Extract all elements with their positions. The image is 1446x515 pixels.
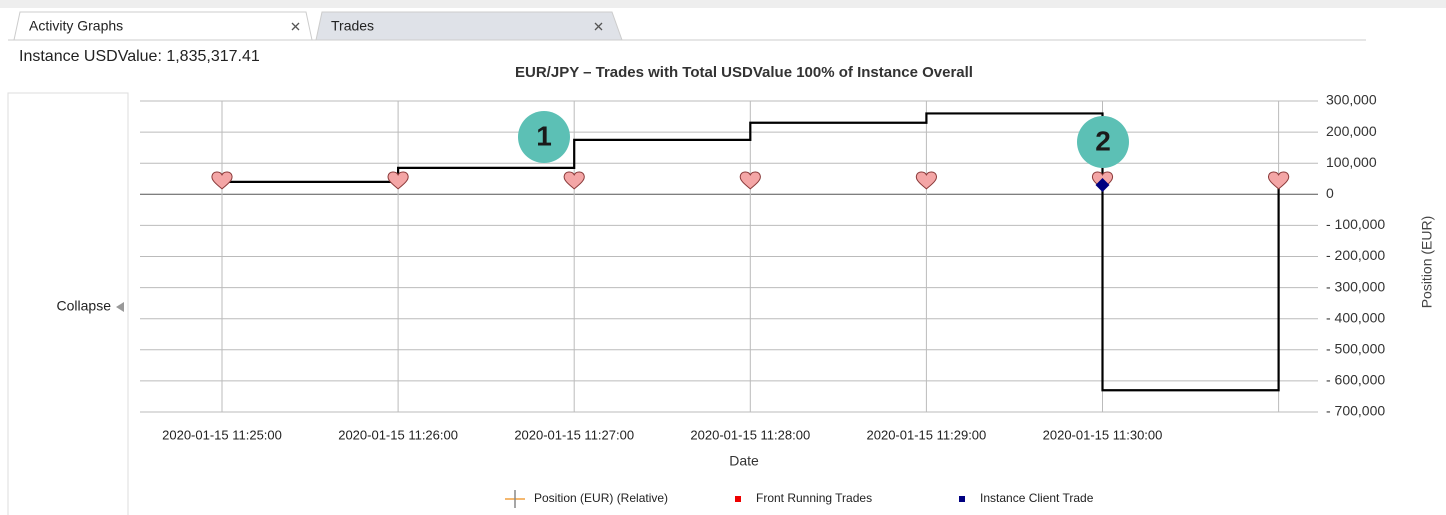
x-axis-label: Date: [729, 453, 759, 469]
y-axis-label: Position (EUR): [1419, 216, 1435, 309]
annotation-label: 1: [536, 120, 552, 151]
y-tick-label: - 300,000: [1326, 278, 1385, 294]
y-tick-label: - 700,000: [1326, 403, 1385, 419]
annotation-badge: [518, 111, 570, 163]
legend-label: Position (EUR) (Relative): [534, 491, 668, 505]
y-tick-label: - 200,000: [1326, 247, 1385, 263]
front-running-marker: [739, 171, 761, 190]
y-tick-label: 0: [1326, 185, 1334, 201]
y-tick-label: 100,000: [1326, 154, 1377, 170]
y-tick-label: - 400,000: [1326, 309, 1385, 325]
collapse-icon[interactable]: [116, 302, 124, 312]
tab-label: Activity Graphs: [29, 18, 123, 34]
legend-label: Instance Client Trade: [980, 491, 1094, 505]
top-strip: [0, 0, 1446, 8]
tab-label: Trades: [331, 18, 374, 34]
x-tick-label: 2020-01-15 11:25:00: [162, 427, 282, 442]
front-running-marker: [563, 171, 585, 190]
front-running-marker: [1267, 171, 1290, 190]
x-tick-label: 2020-01-15 11:28:00: [690, 427, 810, 442]
y-tick-label: 200,000: [1326, 123, 1377, 139]
side-panel: [7, 92, 129, 515]
annotation-label: 2: [1095, 125, 1111, 156]
front-running-marker: [915, 171, 938, 190]
y-tick-label: - 100,000: [1326, 216, 1385, 232]
x-tick-label: 2020-01-15 11:29:00: [867, 427, 987, 442]
y-tick-label: - 500,000: [1326, 341, 1385, 357]
x-tick-label: 2020-01-15 11:26:00: [338, 427, 458, 442]
tab[interactable]: [315, 11, 623, 41]
y-tick-label: 300,000: [1326, 92, 1377, 108]
position-line: [222, 112, 1280, 392]
x-tick-label: 2020-01-15 11:30:00: [1043, 427, 1163, 442]
legend-icon: [959, 496, 965, 502]
instance-label: Instance USDValue: 1,835,317.41: [19, 48, 260, 65]
x-tick-label: 2020-01-15 11:27:00: [514, 427, 634, 442]
legend-icon: [735, 496, 741, 502]
close-icon[interactable]: [291, 22, 300, 31]
client-trade-marker: [1095, 177, 1110, 192]
close-icon[interactable]: [594, 22, 603, 31]
legend-label: Front Running Trades: [756, 491, 872, 505]
chart-title: EUR/JPY – Trades with Total USDValue 100…: [515, 64, 973, 81]
y-tick-label: - 600,000: [1326, 372, 1385, 388]
front-running-marker: [387, 171, 409, 190]
annotation-badge: [1077, 116, 1129, 168]
tab-active[interactable]: [13, 11, 313, 41]
collapse-label[interactable]: Collapse: [57, 298, 112, 314]
front-running-marker: [211, 171, 233, 190]
